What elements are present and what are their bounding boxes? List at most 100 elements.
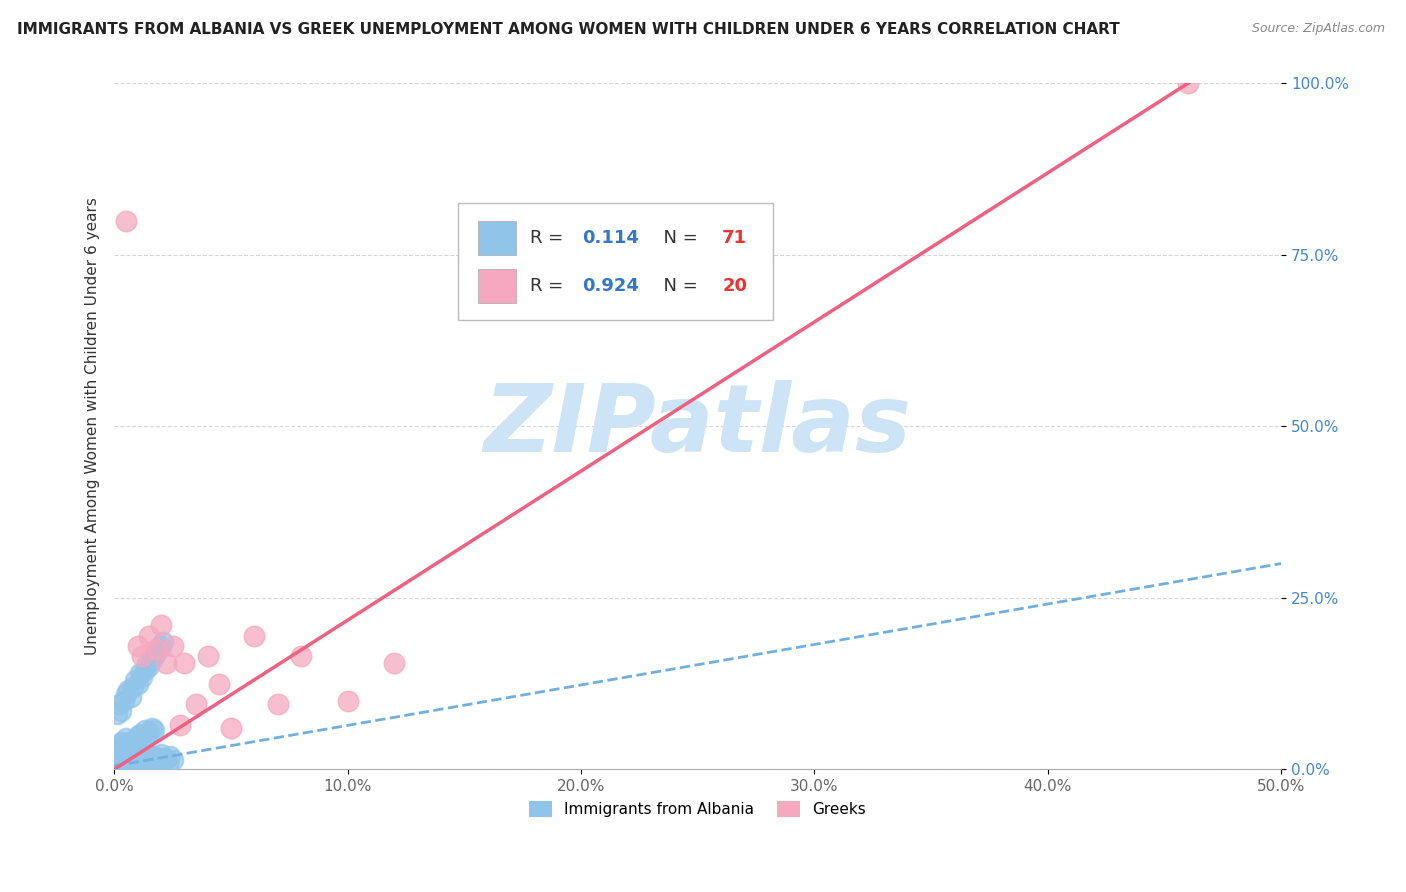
- Point: [124, 756, 146, 771]
- Point: [145, 646, 167, 660]
- Point: [134, 723, 156, 738]
- Point: [112, 739, 135, 754]
- Text: IMMIGRANTS FROM ALBANIA VS GREEK UNEMPLOYMENT AMONG WOMEN WITH CHILDREN UNDER 6 : IMMIGRANTS FROM ALBANIA VS GREEK UNEMPLO…: [17, 22, 1119, 37]
- Point: [142, 723, 165, 737]
- Point: [120, 736, 142, 750]
- Point: [128, 666, 150, 681]
- Point: [169, 717, 191, 731]
- Point: [149, 639, 172, 653]
- Point: [131, 670, 153, 684]
- Text: 0.924: 0.924: [582, 277, 638, 294]
- Point: [115, 731, 138, 746]
- Point: [121, 680, 143, 694]
- Point: [138, 756, 160, 771]
- Point: [173, 656, 195, 670]
- Point: [124, 738, 146, 752]
- Point: [115, 748, 138, 763]
- FancyBboxPatch shape: [478, 220, 516, 255]
- Point: [243, 629, 266, 643]
- Point: [110, 735, 132, 749]
- Point: [145, 642, 167, 657]
- Point: [121, 733, 143, 747]
- Point: [115, 687, 138, 701]
- Text: Source: ZipAtlas.com: Source: ZipAtlas.com: [1251, 22, 1385, 36]
- Point: [120, 690, 142, 705]
- Point: [148, 757, 170, 772]
- Text: R =: R =: [530, 277, 568, 294]
- Point: [127, 639, 149, 653]
- Text: 71: 71: [723, 228, 747, 247]
- Point: [127, 730, 149, 744]
- Point: [149, 747, 172, 761]
- Text: R =: R =: [530, 228, 568, 247]
- Text: N =: N =: [652, 228, 703, 247]
- Point: [135, 751, 157, 765]
- Text: 20: 20: [723, 277, 747, 294]
- Point: [127, 745, 149, 759]
- Point: [120, 759, 142, 773]
- Point: [135, 656, 157, 670]
- Point: [159, 749, 181, 764]
- Point: [290, 649, 312, 664]
- Text: 0.114: 0.114: [582, 228, 638, 247]
- Point: [155, 656, 177, 670]
- Point: [121, 747, 143, 762]
- Point: [1177, 77, 1199, 91]
- Point: [135, 728, 157, 742]
- Point: [138, 724, 160, 739]
- Point: [105, 745, 128, 759]
- Point: [115, 213, 138, 227]
- Point: [128, 750, 150, 764]
- Point: [219, 721, 242, 735]
- Point: [134, 663, 156, 677]
- Point: [152, 756, 174, 770]
- Point: [110, 743, 132, 757]
- FancyBboxPatch shape: [478, 268, 516, 303]
- Point: [266, 697, 288, 711]
- Point: [124, 673, 146, 687]
- Point: [103, 756, 125, 770]
- Point: [128, 726, 150, 740]
- Point: [142, 649, 165, 664]
- Point: [149, 750, 172, 764]
- Point: [134, 755, 156, 769]
- FancyBboxPatch shape: [458, 203, 773, 320]
- Point: [382, 656, 405, 670]
- Point: [115, 737, 138, 751]
- Point: [336, 694, 359, 708]
- Point: [127, 752, 149, 766]
- Point: [142, 749, 165, 764]
- Point: [148, 642, 170, 657]
- Point: [155, 752, 177, 766]
- Point: [131, 649, 153, 664]
- Point: [112, 758, 135, 772]
- Legend: Immigrants from Albania, Greeks: Immigrants from Albania, Greeks: [523, 795, 872, 823]
- Point: [145, 754, 167, 768]
- Point: [208, 676, 231, 690]
- Point: [103, 741, 125, 756]
- Point: [108, 697, 131, 711]
- Point: [141, 753, 163, 767]
- Point: [117, 741, 139, 756]
- Point: [152, 635, 174, 649]
- Point: [141, 652, 163, 666]
- Point: [131, 732, 153, 747]
- Y-axis label: Unemployment Among Women with Children Under 6 years: Unemployment Among Women with Children U…: [86, 197, 100, 656]
- Point: [108, 756, 131, 771]
- Point: [138, 629, 160, 643]
- Point: [138, 747, 160, 762]
- Point: [138, 659, 160, 673]
- Point: [141, 721, 163, 735]
- Point: [117, 750, 139, 764]
- Point: [156, 756, 179, 771]
- Point: [112, 694, 135, 708]
- Point: [105, 707, 128, 722]
- Point: [162, 639, 184, 653]
- Point: [110, 704, 132, 718]
- Point: [197, 649, 219, 664]
- Text: N =: N =: [652, 277, 703, 294]
- Point: [110, 754, 132, 768]
- Point: [127, 676, 149, 690]
- Point: [108, 739, 131, 753]
- Point: [117, 683, 139, 698]
